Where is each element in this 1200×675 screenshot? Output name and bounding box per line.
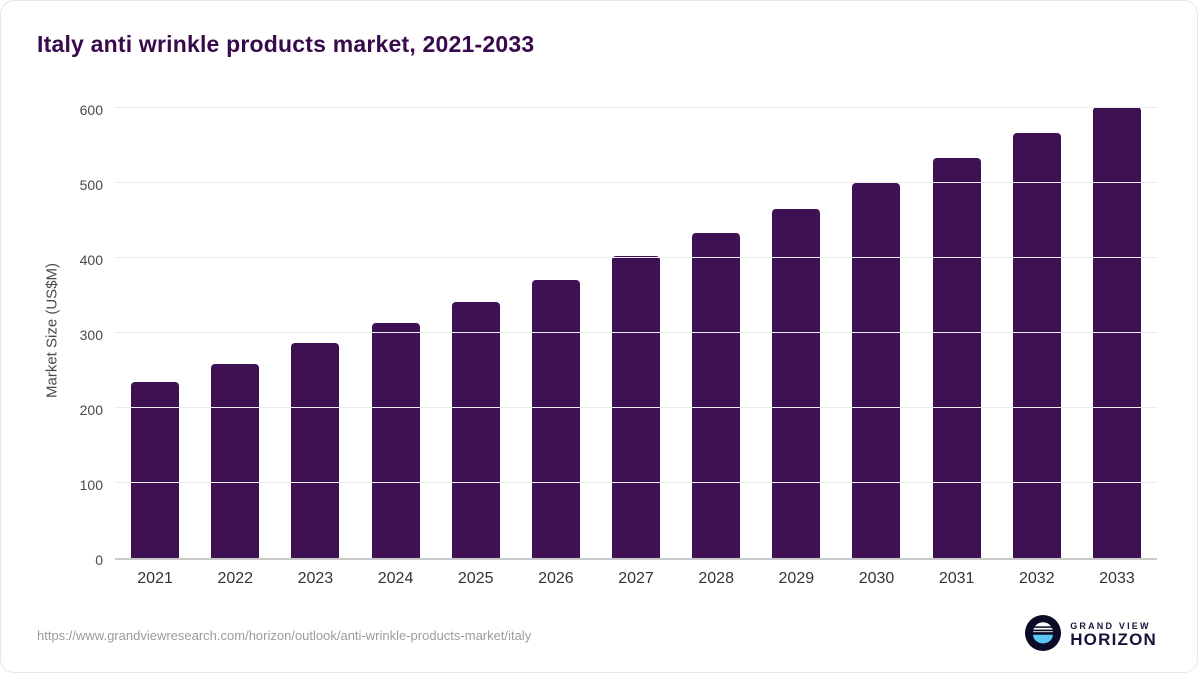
y-tick-label: 600 bbox=[79, 102, 103, 118]
bar-2031 bbox=[932, 158, 981, 558]
bar-slot bbox=[115, 100, 195, 558]
bars bbox=[115, 100, 1157, 558]
y-tick-label: 400 bbox=[79, 252, 103, 268]
gridline bbox=[115, 257, 1157, 258]
bar-slot bbox=[275, 100, 355, 558]
bar-slot bbox=[355, 100, 435, 558]
logo-text: GRAND VIEW HORIZON bbox=[1070, 620, 1157, 650]
bar-slot bbox=[917, 100, 997, 558]
bar-slot bbox=[195, 100, 275, 558]
bar-2024 bbox=[371, 323, 420, 558]
x-tick-label: 2028 bbox=[698, 570, 734, 587]
bar-2022 bbox=[211, 363, 260, 558]
chart: Market Size (US$M) 0 100 200 300 400 500 600 2… bbox=[37, 100, 1157, 588]
source-url[interactable]: https://www.grandviewresearch.com/horizo… bbox=[37, 628, 532, 643]
y-tick-label: 0 bbox=[95, 552, 103, 568]
bar-2028 bbox=[692, 232, 741, 558]
bar-slot bbox=[436, 100, 516, 558]
bar-2025 bbox=[451, 301, 500, 558]
x-tick-label: 2021 bbox=[137, 570, 173, 587]
plot-area bbox=[115, 100, 1157, 560]
x-tick-label: 2026 bbox=[538, 570, 574, 587]
y-tick-label: 300 bbox=[79, 327, 103, 343]
bar-slot bbox=[676, 100, 756, 558]
grandview-horizon-logo: GRAND VIEW HORIZON bbox=[1025, 615, 1157, 656]
x-axis-labels: 2021 2022 2023 2024 2025 2026 2027 2028 2029 2030… bbox=[115, 560, 1157, 588]
bar-slot bbox=[516, 100, 596, 558]
x-tick-label: 2025 bbox=[457, 570, 494, 587]
footer: https://www.grandviewresearch.com/horizo… bbox=[37, 615, 1157, 656]
gridline bbox=[115, 107, 1157, 108]
gridline bbox=[115, 482, 1157, 483]
x-tick-label: 2032 bbox=[1019, 570, 1055, 587]
bar-2026 bbox=[531, 279, 580, 558]
chart-title: Italy anti wrinkle products market, 2021… bbox=[37, 31, 535, 57]
y-axis-label: Market Size (US$M) bbox=[43, 262, 61, 398]
bar-2032 bbox=[1012, 132, 1061, 558]
bar-2029 bbox=[772, 208, 821, 558]
logo-text-top: GRAND VIEW bbox=[1070, 620, 1151, 631]
y-tick-label: 100 bbox=[79, 477, 103, 493]
x-tick-label: 2031 bbox=[938, 570, 975, 587]
y-tick-labels: 0 100 200 300 400 500 600 bbox=[67, 100, 115, 568]
x-tick-label: 2024 bbox=[377, 570, 414, 587]
bar-2027 bbox=[612, 255, 661, 558]
x-tick-label: 2022 bbox=[217, 570, 254, 587]
bar-2023 bbox=[291, 342, 340, 558]
x-tick-label: 2029 bbox=[778, 570, 815, 587]
bar-2030 bbox=[852, 183, 901, 558]
x-tick-label: 2033 bbox=[1099, 570, 1135, 587]
x-tick-label: 2027 bbox=[618, 570, 654, 587]
bar-slot bbox=[756, 100, 836, 558]
bar-2021 bbox=[131, 381, 180, 558]
bar-slot bbox=[836, 100, 916, 558]
bar-slot bbox=[997, 100, 1077, 558]
x-tick-label: 2030 bbox=[858, 570, 895, 587]
y-tick-label: 200 bbox=[79, 402, 103, 418]
horizon-logo-icon bbox=[1025, 615, 1062, 656]
bar-slot bbox=[1077, 100, 1157, 558]
gridline bbox=[115, 332, 1157, 333]
gridline bbox=[115, 407, 1157, 408]
x-tick-label: 2023 bbox=[297, 570, 334, 587]
y-tick-label: 500 bbox=[79, 177, 103, 193]
bar-slot bbox=[596, 100, 676, 558]
logo-text-bottom: HORIZON bbox=[1070, 630, 1157, 650]
gridline bbox=[115, 182, 1157, 183]
